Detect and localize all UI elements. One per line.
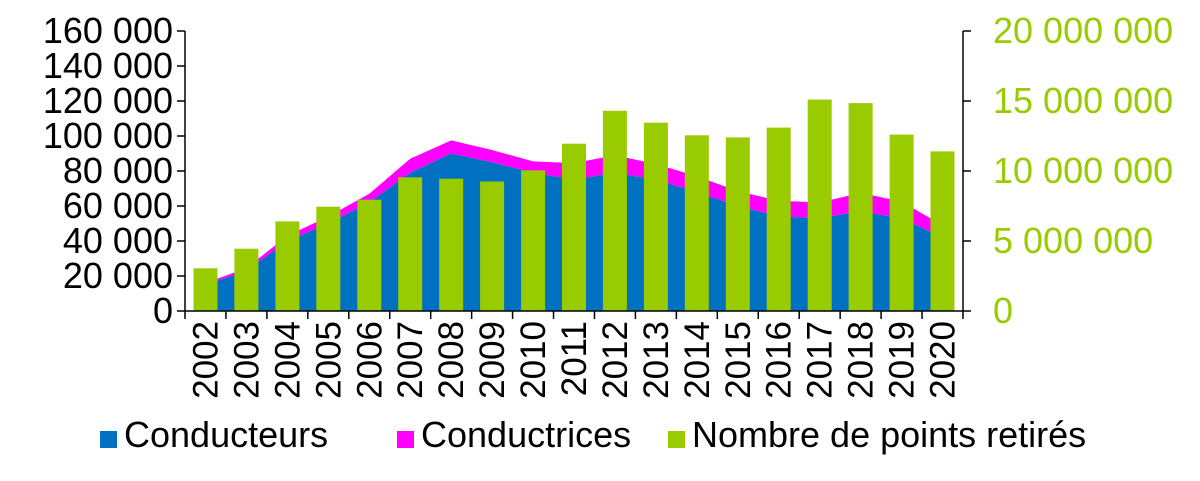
y-left-tick-label: 40 000 <box>63 220 173 261</box>
x-tick-label: 2014 <box>678 321 717 399</box>
y-left-tick-label: 60 000 <box>63 185 173 226</box>
bar-points-retires-2003 <box>234 248 259 311</box>
bar-points-retires-2019 <box>889 134 914 311</box>
y-left-tick-label: 0 <box>153 290 173 331</box>
x-tick-label: 2009 <box>473 321 512 399</box>
x-tick-label: 2003 <box>227 321 266 399</box>
bar-points-retires-2013 <box>643 122 668 311</box>
x-tick-label: 2020 <box>924 321 963 399</box>
bar-points-retires-2009 <box>480 181 505 311</box>
bar-points-retires-2015 <box>725 137 750 311</box>
y-left-tick-label: 140 000 <box>43 45 173 86</box>
bar-points-retires-2004 <box>275 221 300 311</box>
bar-points-retires-2020 <box>930 151 955 311</box>
bar-points-retires-2010 <box>521 170 546 311</box>
x-tick-label: 2008 <box>432 321 471 399</box>
x-tick-label: 2002 <box>187 321 226 399</box>
x-tick-label: 2012 <box>596 321 635 399</box>
bar-points-retires-2018 <box>848 103 873 311</box>
y-right-tick-label: 15 000 000 <box>993 80 1173 121</box>
area-conductrices <box>205 140 943 285</box>
bar-points-retires-2011 <box>562 143 586 311</box>
bar-points-retires-2005 <box>316 206 341 311</box>
bar-points-retires-2006 <box>357 199 382 311</box>
legend-label: Conducteurs <box>124 414 328 455</box>
legend-swatch-conducteurs <box>100 431 117 448</box>
y-left-tick-label: 100 000 <box>43 115 173 156</box>
y-left-tick-label: 80 000 <box>63 150 173 191</box>
x-tick-label: 2011 <box>555 321 594 396</box>
bar-points-retires-2008 <box>439 178 464 311</box>
legend-label: Conductrices <box>421 414 631 455</box>
x-tick-label: 2005 <box>309 321 348 399</box>
x-tick-label: 2016 <box>760 321 799 399</box>
x-tick-label: 2018 <box>842 321 881 399</box>
legend: Conducteurs Conductrices Nombre de points … <box>100 414 1086 455</box>
x-tick-label: 2010 <box>514 321 553 399</box>
y-left-tick-label: 20 000 <box>63 255 173 296</box>
legend-label: Nombre de points retirés <box>692 414 1086 455</box>
x-tick-label: 2015 <box>719 321 758 399</box>
x-tick-label: 2004 <box>268 321 307 399</box>
bar-points-retires-2016 <box>766 127 791 311</box>
bar-points-retires-2017 <box>807 99 832 311</box>
x-tick-label: 2013 <box>637 321 676 399</box>
legend-swatch-conductrices <box>397 431 414 448</box>
x-tick-label: 2006 <box>350 321 389 399</box>
y-left-tick-label: 160 000 <box>43 10 173 51</box>
x-tick-label: 2019 <box>883 321 922 399</box>
y-right-tick-label: 0 <box>993 290 1013 331</box>
bar-series-group <box>193 99 955 311</box>
x-tick-label: 2017 <box>801 321 840 399</box>
y-right-tick-label: 20 000 000 <box>993 10 1173 51</box>
y-right-tick-label: 5 000 000 <box>993 220 1153 261</box>
bar-points-retires-2014 <box>684 135 709 311</box>
x-tick-label: 2007 <box>391 321 430 399</box>
y-right-tick-label: 10 000 000 <box>993 150 1173 191</box>
bar-points-retires-2012 <box>602 110 627 311</box>
legend-swatch-nombre-de-points-retir-s <box>668 431 685 448</box>
bar-points-retires-2002 <box>193 268 218 311</box>
y-left-tick-label: 120 000 <box>43 80 173 121</box>
bar-points-retires-2007 <box>398 177 423 311</box>
